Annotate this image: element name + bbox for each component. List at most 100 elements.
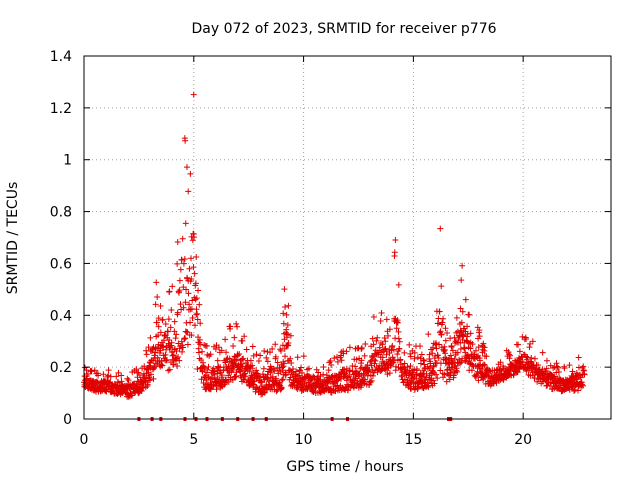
data-point — [197, 341, 204, 348]
data-point — [168, 307, 175, 314]
data-point — [134, 378, 141, 385]
data-point — [255, 358, 262, 365]
data-point — [222, 359, 229, 366]
data-point — [571, 386, 578, 393]
data-point — [379, 341, 386, 348]
data-point — [179, 344, 186, 351]
data-point — [454, 368, 461, 375]
data-point — [444, 330, 451, 337]
data-point — [102, 387, 109, 394]
data-point — [263, 354, 270, 361]
data-point — [557, 384, 564, 391]
data-point — [212, 346, 219, 353]
data-point — [475, 344, 482, 351]
data-point — [377, 317, 384, 324]
data-point — [418, 351, 425, 358]
data-point — [577, 374, 584, 381]
data-point — [190, 91, 197, 98]
data-point — [175, 289, 182, 296]
data-point — [259, 371, 266, 378]
data-point — [374, 334, 381, 341]
data-point — [151, 364, 158, 371]
data-point — [441, 343, 448, 350]
data-point — [346, 367, 353, 374]
data-point — [155, 315, 162, 322]
data-point — [368, 362, 375, 369]
data-point — [128, 392, 135, 399]
data-point — [569, 368, 576, 375]
data-point — [257, 379, 264, 386]
data-point — [191, 234, 198, 241]
data-point — [457, 305, 464, 312]
data-point — [174, 260, 181, 267]
data-point — [155, 323, 162, 330]
data-point — [182, 220, 189, 227]
plot-frame — [83, 55, 612, 420]
data-point — [290, 366, 297, 373]
data-point — [306, 365, 313, 372]
data-point — [181, 256, 188, 263]
data-point — [148, 371, 155, 378]
data-point — [378, 310, 385, 317]
data-point — [456, 360, 463, 367]
data-point — [272, 353, 279, 360]
data-point — [438, 331, 445, 338]
data-point — [411, 366, 418, 373]
data-point — [177, 266, 184, 273]
data-point — [440, 315, 447, 322]
data-point — [147, 334, 154, 341]
data-point — [358, 357, 365, 364]
data-point — [288, 359, 295, 366]
data-point — [182, 299, 189, 306]
data-point — [361, 376, 368, 383]
data-point — [468, 367, 475, 374]
data-point — [404, 363, 411, 370]
data-point — [118, 372, 125, 379]
data-point — [467, 330, 474, 337]
data-point — [163, 357, 170, 364]
data-point — [153, 279, 160, 286]
data-point — [446, 376, 453, 383]
data-point — [175, 354, 182, 361]
data-point — [283, 326, 290, 333]
data-point — [397, 356, 404, 363]
data-point — [439, 319, 446, 326]
data-point — [346, 344, 353, 351]
data-point — [176, 277, 183, 284]
data-point — [526, 344, 533, 351]
data-point — [269, 345, 276, 352]
data-point — [451, 355, 458, 362]
data-point — [358, 344, 365, 351]
data-point — [510, 371, 517, 378]
data-point — [437, 225, 444, 232]
data-point — [524, 354, 531, 361]
data-point — [382, 338, 389, 345]
data-point — [424, 379, 431, 386]
data-point — [266, 349, 273, 356]
data-point — [315, 369, 322, 376]
axis-ticks — [83, 55, 611, 420]
data-point — [210, 365, 217, 372]
x-tick-label: 5 — [189, 432, 198, 448]
data-point — [374, 369, 381, 376]
data-point — [462, 296, 469, 303]
y-axis-label: SRMTID / TECUs — [5, 182, 21, 295]
data-point — [368, 377, 375, 384]
data-point — [575, 387, 582, 394]
data-point — [236, 351, 243, 358]
data-point — [531, 355, 538, 362]
data-point — [453, 314, 460, 321]
data-point — [566, 362, 573, 369]
data-point — [193, 295, 200, 302]
data-point — [390, 346, 397, 353]
data-point — [164, 328, 171, 335]
data-point — [183, 164, 190, 171]
data-point — [370, 313, 377, 320]
data-point — [272, 341, 279, 348]
data-point — [338, 357, 345, 364]
data-point — [174, 239, 181, 246]
data-point — [125, 377, 132, 384]
data-point — [223, 349, 230, 356]
data-point — [222, 336, 229, 343]
data-point — [294, 354, 301, 361]
